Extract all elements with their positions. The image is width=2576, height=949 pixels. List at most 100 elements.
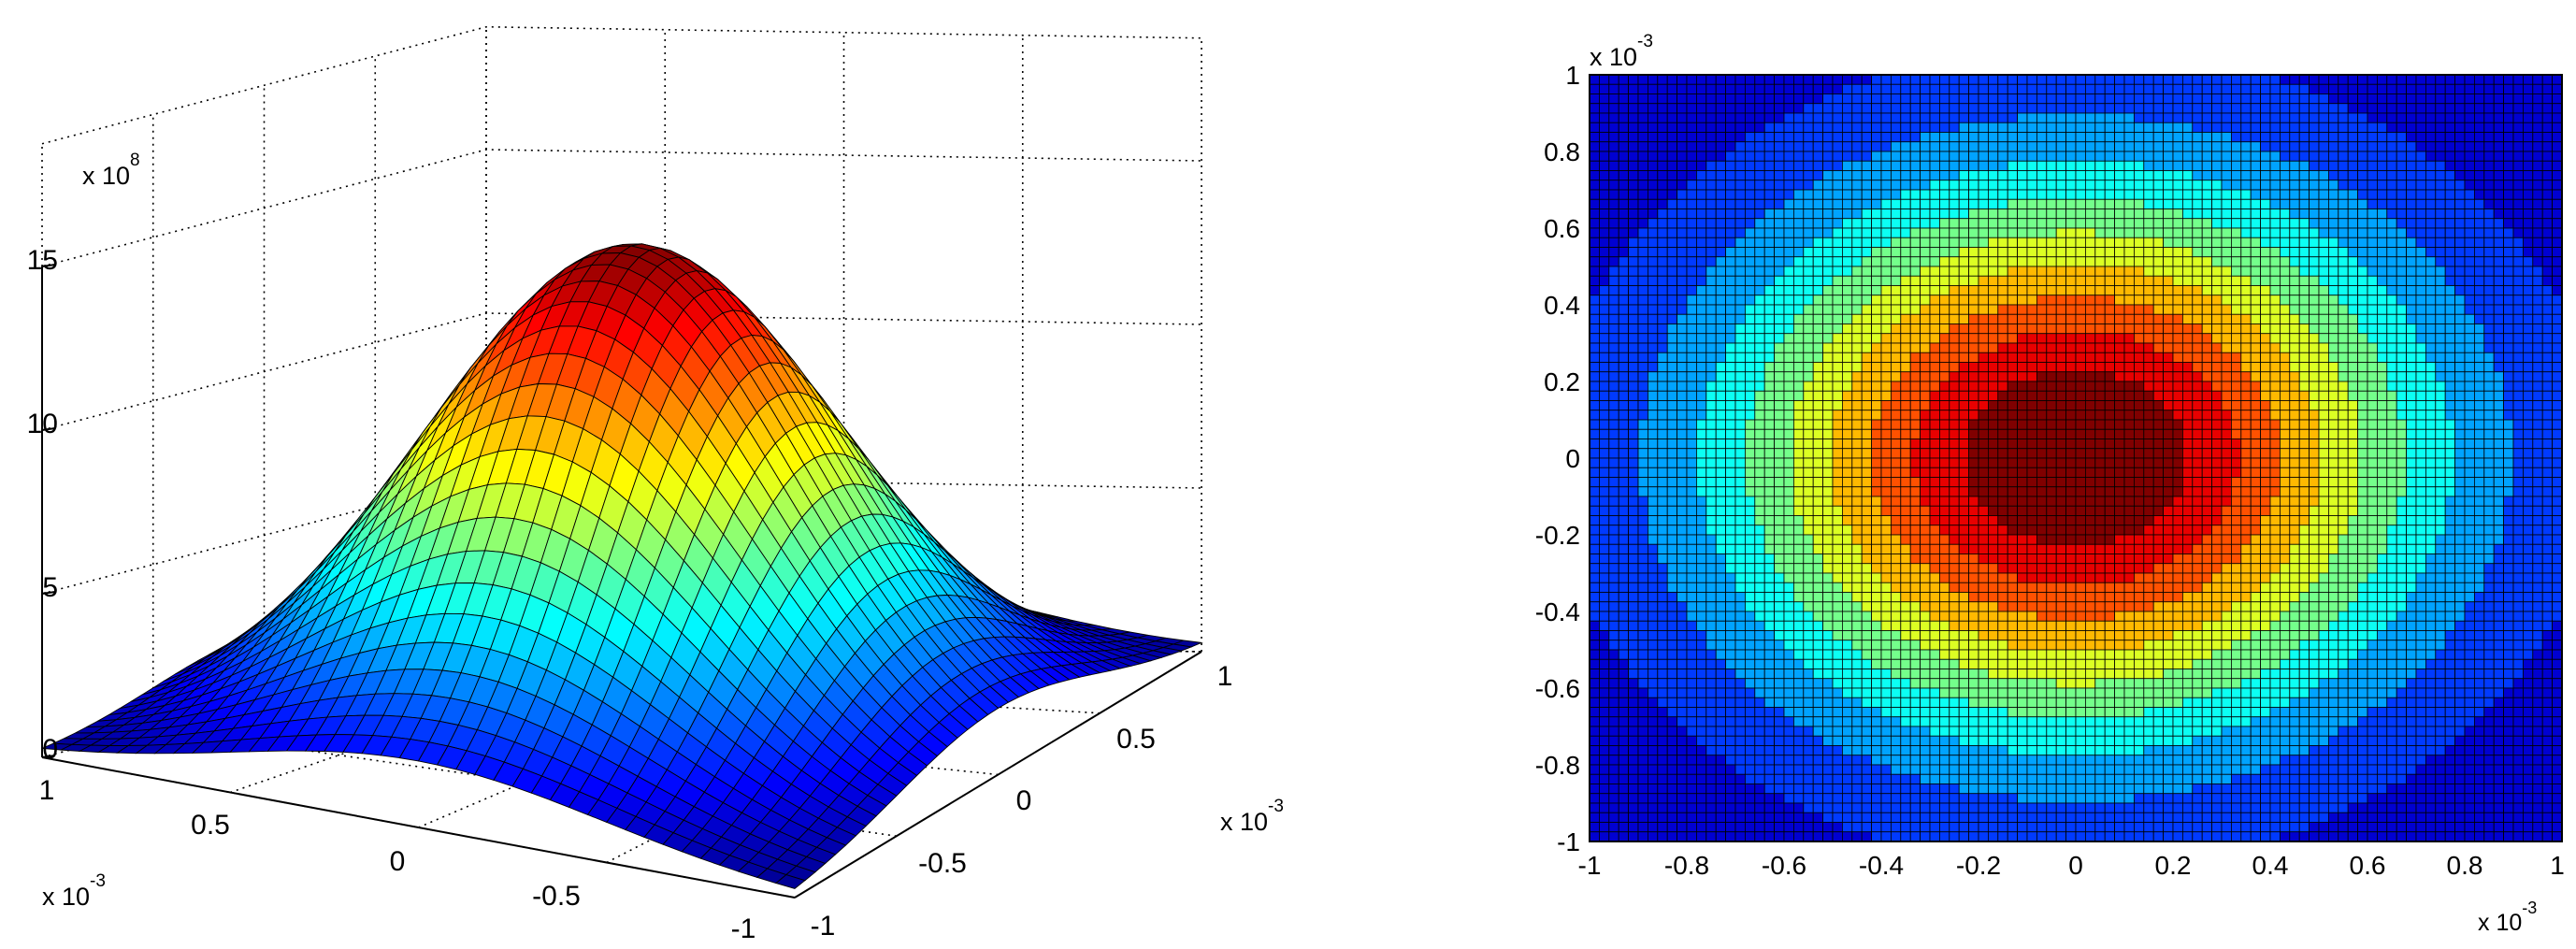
heatmap-cell bbox=[1686, 256, 1697, 267]
heatmap-cell bbox=[1880, 247, 1892, 258]
heatmap-cell bbox=[1696, 170, 1707, 181]
heatmap-cell bbox=[1812, 477, 1823, 488]
heatmap-cell bbox=[1978, 716, 1989, 727]
heatmap-cell bbox=[1832, 333, 1843, 344]
heatmap-cell bbox=[1696, 419, 1707, 430]
heatmap-cell bbox=[1803, 716, 1814, 727]
heatmap-cell bbox=[1745, 640, 1756, 651]
heatmap-cell bbox=[1774, 419, 1785, 430]
heatmap-cell bbox=[1774, 83, 1785, 94]
heatmap-cell bbox=[1686, 572, 1697, 583]
heatmap-cell bbox=[1909, 477, 1921, 488]
heatmap-cell bbox=[1987, 400, 1999, 411]
heatmap-cell bbox=[1812, 601, 1823, 612]
heatmap-cell bbox=[1637, 285, 1648, 296]
heatmap-cell bbox=[1734, 160, 1746, 171]
heatmap-cell bbox=[1803, 678, 1814, 689]
heatmap-cell bbox=[1715, 304, 1726, 315]
heatmap-cell bbox=[1763, 726, 1775, 737]
heatmap-cell bbox=[1599, 381, 1610, 392]
heatmap-cell bbox=[1648, 630, 1659, 641]
heatmap-cell bbox=[1861, 707, 1872, 718]
heatmap-cell bbox=[1666, 256, 1677, 267]
heatmap-cell bbox=[1618, 83, 1629, 94]
heatmap-cell bbox=[1686, 764, 1697, 775]
heatmap-cell bbox=[1686, 304, 1697, 315]
heatmap-cell bbox=[1949, 448, 1960, 459]
heatmap-cell bbox=[1648, 93, 1659, 105]
heatmap-cell bbox=[1822, 448, 1834, 459]
heatmap-cell bbox=[1686, 333, 1697, 344]
heatmap-cell bbox=[1734, 362, 1746, 373]
heatmap-cell bbox=[1909, 496, 1921, 507]
heatmap-cell bbox=[1677, 189, 1688, 200]
heatmap-cell bbox=[1803, 496, 1814, 507]
heatmap-cell bbox=[1812, 716, 1823, 727]
heatmap-cell bbox=[1608, 208, 1619, 220]
heatmap-cell bbox=[1686, 611, 1697, 622]
heatmap-cell bbox=[1909, 362, 1921, 373]
heatmap-cell bbox=[1861, 112, 1872, 123]
heatmap-cell bbox=[1648, 295, 1659, 306]
heatmap-cell bbox=[1938, 342, 1950, 353]
heatmap-cell bbox=[1715, 371, 1726, 382]
heatmap-cell bbox=[1880, 496, 1892, 507]
heatmap-cell bbox=[1745, 793, 1756, 804]
heatmap-cell bbox=[1666, 381, 1677, 392]
heatmap-cell bbox=[1686, 543, 1697, 554]
heatmap-cell bbox=[1599, 477, 1610, 488]
heatmap-cell bbox=[1891, 333, 1902, 344]
heatmap-cell bbox=[1842, 439, 1853, 450]
heatmap-cell bbox=[1754, 726, 1765, 737]
heatmap-cell bbox=[1686, 745, 1697, 756]
heatmap-cell bbox=[1842, 400, 1853, 411]
heatmap-cell bbox=[1745, 726, 1756, 737]
heatmap-cell bbox=[1851, 554, 1863, 565]
heatmap-cell bbox=[1599, 448, 1610, 459]
heatmap-cell bbox=[1734, 793, 1746, 804]
heatmap-cell bbox=[1783, 381, 1794, 392]
heatmap-cell bbox=[1657, 726, 1668, 737]
heatmap-cell bbox=[1851, 784, 1863, 795]
heatmap-cell bbox=[1832, 822, 1843, 833]
heatmap-cell bbox=[1900, 620, 1911, 631]
heatmap-cell bbox=[1861, 266, 1872, 277]
heatmap-cell bbox=[1774, 496, 1785, 507]
heatmap-cell bbox=[1618, 93, 1629, 105]
heatmap-cell bbox=[1938, 649, 1950, 660]
heatmap-cell bbox=[1949, 371, 1960, 382]
heatmap-cell bbox=[1666, 630, 1677, 641]
heatmap-cell bbox=[1920, 582, 1931, 593]
heatmap-cell bbox=[1822, 208, 1834, 220]
heatmap-cell bbox=[1648, 362, 1659, 373]
heatmap-cell bbox=[1715, 697, 1726, 708]
heatmap-cell bbox=[1958, 419, 1969, 430]
heatmap-cell bbox=[1618, 295, 1629, 306]
heatmap-cell bbox=[1705, 237, 1717, 248]
heatmap-cell bbox=[1832, 295, 1843, 306]
heatmap-cell bbox=[1851, 275, 1863, 286]
heatmap-cell bbox=[1832, 208, 1843, 220]
heatmap-cell bbox=[1909, 266, 1921, 277]
heatmap-cell bbox=[1909, 601, 1921, 612]
heatmap-cell bbox=[1686, 313, 1697, 324]
heatmap-cell bbox=[1754, 572, 1765, 583]
heatmap-cell bbox=[1734, 669, 1746, 680]
heatmap-cell bbox=[1938, 247, 1950, 258]
heatmap-cell bbox=[1803, 687, 1814, 698]
heatmap-cell bbox=[1968, 381, 1979, 392]
heatmap-cell bbox=[1628, 170, 1639, 181]
heatmap-cell bbox=[1909, 439, 1921, 450]
heatmap-cell bbox=[1822, 122, 1834, 133]
heatmap-cell bbox=[1608, 198, 1619, 209]
heatmap-cell bbox=[1696, 227, 1707, 238]
heatmap-cell bbox=[1763, 687, 1775, 698]
heatmap-cell bbox=[1686, 457, 1697, 468]
heatmap-cell bbox=[1938, 448, 1950, 459]
heatmap-cell bbox=[1637, 525, 1648, 536]
heatmap-cell bbox=[1909, 716, 1921, 727]
heatmap-cell bbox=[1968, 400, 1979, 411]
heatmap-cell bbox=[1637, 572, 1648, 583]
heatmap-cell bbox=[1666, 572, 1677, 583]
heatmap-cell bbox=[1987, 439, 1999, 450]
